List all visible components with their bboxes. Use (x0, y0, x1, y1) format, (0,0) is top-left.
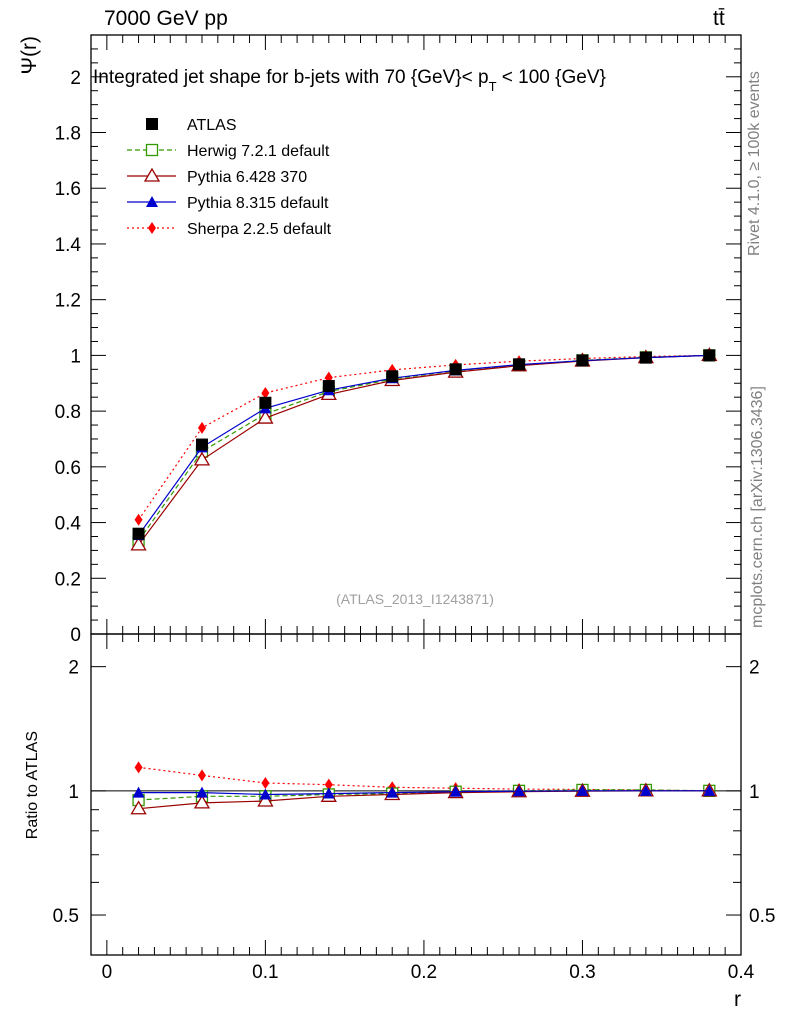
x-tick-label: 0.1 (252, 962, 278, 983)
legend-label: Herwig 7.2.1 default (187, 143, 330, 160)
x-axis-label: r (734, 988, 741, 1011)
y-tick-label: 0.6 (55, 458, 81, 479)
main-point-pythia-6-428-370 (257, 409, 274, 424)
title-part-main: Integrated jet shape for b-jets with 70 … (93, 67, 489, 88)
ratio-y-tick-label-right: 0.5 (749, 906, 775, 927)
ratio-point-pythia-6-428-370 (130, 800, 147, 815)
main-series-atlas (132, 349, 716, 540)
ratio-point-sherpa-2-2-5-default (197, 769, 206, 782)
ratio-point-pythia-8-315-default (513, 785, 526, 797)
legend-item-pythia-8-315-default: Pythia 8.315 default (127, 195, 329, 212)
legend-label: ATLAS (187, 117, 237, 134)
side-label-source: mcplots.cern.ch [arXiv:1306.3436] (749, 386, 766, 628)
main-point-atlas (703, 349, 716, 362)
y-tick-label: 2 (70, 68, 81, 89)
main-point-atlas (449, 363, 462, 376)
legend-item-sherpa-2-2-5-default: Sherpa 2.2.5 default (127, 221, 332, 238)
legend-marker (146, 118, 158, 130)
header-right: tt̄ (713, 7, 725, 30)
ratio-point-pythia-8-315-default (132, 786, 145, 798)
main-y-axis: 0 0.2 0.4 0.6 0.8 1 1.2 1.4 1.6 1.8 2 (55, 48, 741, 646)
main-point-atlas (259, 396, 272, 409)
y-tick-label: 0.4 (55, 514, 82, 535)
main-series-pythia-8-315-default (132, 349, 716, 541)
ratio-y-tick-label-right: 2 (749, 658, 760, 679)
ratio-line-herwig-7-2-1-default (138, 789, 710, 801)
ratio-point-pythia-8-315-default (576, 784, 589, 796)
side-label-rivet: Rivet 4.1.0, ≥ 100k events (746, 71, 763, 256)
y-tick-label: 0.2 (55, 569, 81, 590)
header-left: 7000 GeV pp (104, 7, 228, 30)
ratio-point-sherpa-2-2-5-default (324, 778, 333, 791)
y-tick-label: 1.8 (55, 124, 81, 145)
ratio-series-pythia-8-315-default (132, 784, 716, 800)
ratio-point-pythia-8-315-default (386, 786, 399, 798)
main-series-pythia-6-428-370 (130, 347, 718, 551)
legend-marker (148, 222, 156, 234)
x-tick-label: 0.3 (569, 962, 595, 983)
x-axis: 0 0.1 0.2 0.3 0.4 r (102, 35, 755, 1011)
y-tick-label: 1.6 (55, 179, 81, 200)
ratio-point-sherpa-2-2-5-default (134, 761, 143, 774)
main-point-pythia-6-428-370 (193, 451, 211, 466)
x-tick-label: 0.2 (411, 962, 437, 983)
legend-label: Sherpa 2.2.5 default (187, 221, 332, 238)
main-point-atlas (576, 354, 589, 367)
ratio-point-sherpa-2-2-5-default (261, 776, 270, 789)
ratio-y-tick-label: 2 (68, 658, 79, 679)
title-part-sub: T (489, 79, 497, 94)
legend-marker (146, 196, 158, 207)
ratio-line-pythia-8-315-default (138, 790, 710, 796)
legend-marker (145, 143, 159, 157)
legend-item-herwig-7-2-1-default: Herwig 7.2.1 default (127, 143, 330, 160)
ratio-point-pythia-8-315-default (259, 788, 272, 800)
ratio-frame (90, 633, 742, 956)
ratio-point-pythia-6-428-370 (257, 792, 274, 807)
main-point-atlas (322, 380, 335, 393)
watermark: (ATLAS_2013_I1243871) (336, 591, 494, 607)
legend-item-atlas: ATLAS (146, 117, 237, 134)
main-point-sherpa-2-2-5-default (261, 387, 270, 400)
legend-marker (143, 167, 161, 182)
legend-label: Pythia 8.315 default (187, 195, 329, 212)
ratio-y-axis-label: Ratio to ATLAS (24, 731, 41, 839)
ratio-y-tick-label: 1 (68, 782, 79, 803)
main-point-atlas (195, 438, 208, 451)
y-axis-label: Ψ(r) (18, 36, 41, 75)
main-point-atlas (386, 370, 399, 383)
ratio-line-sherpa-2-2-5-default (138, 766, 710, 792)
y-tick-label: 0 (70, 625, 81, 646)
main-point-atlas (639, 351, 652, 364)
ratio-y-tick-label-right: 1 (749, 782, 760, 803)
ratio-point-pythia-8-315-default (195, 786, 208, 798)
main-point-sherpa-2-2-5-default (134, 513, 143, 526)
x-tick-label: 0.4 (728, 962, 755, 983)
ratio-y-tick-label: 0.5 (53, 906, 79, 927)
ratio-point-pythia-8-315-default (639, 784, 652, 796)
ratio-point-pythia-8-315-default (322, 787, 335, 799)
main-point-sherpa-2-2-5-default (197, 421, 206, 434)
title-part-tail: < 100 {GeV} (497, 67, 606, 88)
ratio-point-pythia-6-428-370 (193, 794, 211, 809)
main-line-herwig-7-2-1-default (138, 354, 710, 542)
main-point-pythia-6-428-370 (130, 536, 147, 551)
x-tick-label: 0 (102, 962, 113, 983)
chart-title: Integrated jet shape for b-jets with 70 … (93, 67, 606, 94)
y-tick-label: 0.8 (55, 402, 81, 423)
ratio-point-pythia-8-315-default (449, 785, 462, 797)
y-tick-label: 1.2 (55, 291, 81, 312)
main-point-atlas (132, 527, 145, 540)
y-tick-label: 1.4 (55, 235, 82, 256)
main-line-pythia-8-315-default (138, 354, 710, 536)
y-tick-label: 1 (70, 346, 81, 367)
main-point-atlas (513, 358, 526, 371)
legend-label: Pythia 6.428 370 (187, 169, 307, 186)
legend: ATLAS Herwig 7.2.1 default Pythia 6.428 37… (127, 117, 332, 238)
ratio-point-pythia-8-315-default (703, 784, 716, 796)
main-line-sherpa-2-2-5-default (138, 354, 710, 521)
main-line-pythia-6-428-370 (138, 354, 710, 546)
legend-item-pythia-6-428-370: Pythia 6.428 370 (127, 167, 307, 186)
